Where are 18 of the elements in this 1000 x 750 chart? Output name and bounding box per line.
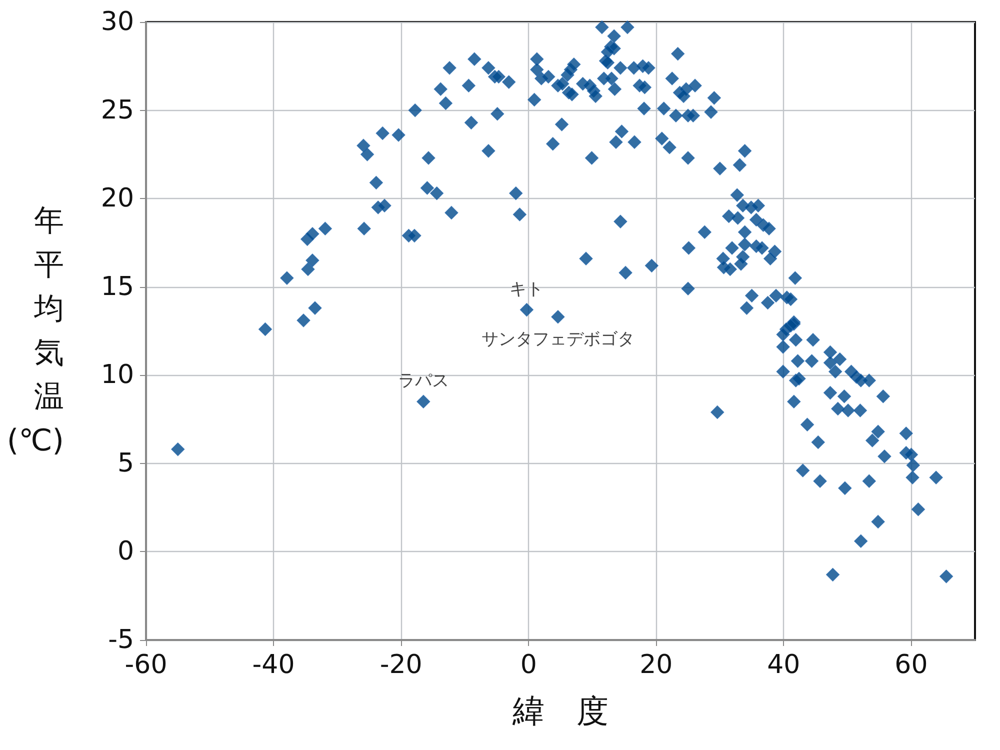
y-tick-label: 0 — [117, 536, 134, 567]
x-tick-label: 60 — [894, 650, 928, 680]
y-tick-label: 10 — [100, 360, 134, 390]
annotation: ラパス — [398, 371, 449, 392]
y-tick-label: 25 — [100, 95, 134, 126]
y-tick-label: 30 — [100, 7, 134, 37]
y-axis-title: 年平均気温(℃) — [6, 204, 64, 458]
annotation: キト — [510, 279, 544, 300]
x-tick-label: -20 — [380, 650, 422, 680]
y-tick-label: 20 — [100, 184, 134, 214]
x-tick-label: 20 — [640, 650, 673, 680]
annotation: サンタフェデボゴタ — [481, 329, 634, 350]
y-tick-label: 5 — [117, 448, 134, 478]
x-axis-title: 緯 度 — [512, 692, 608, 730]
x-tick-label: 40 — [767, 650, 800, 680]
y-tick-label: 15 — [100, 272, 134, 302]
x-tick-label: 0 — [520, 650, 537, 680]
x-tick-label: -40 — [252, 650, 295, 680]
